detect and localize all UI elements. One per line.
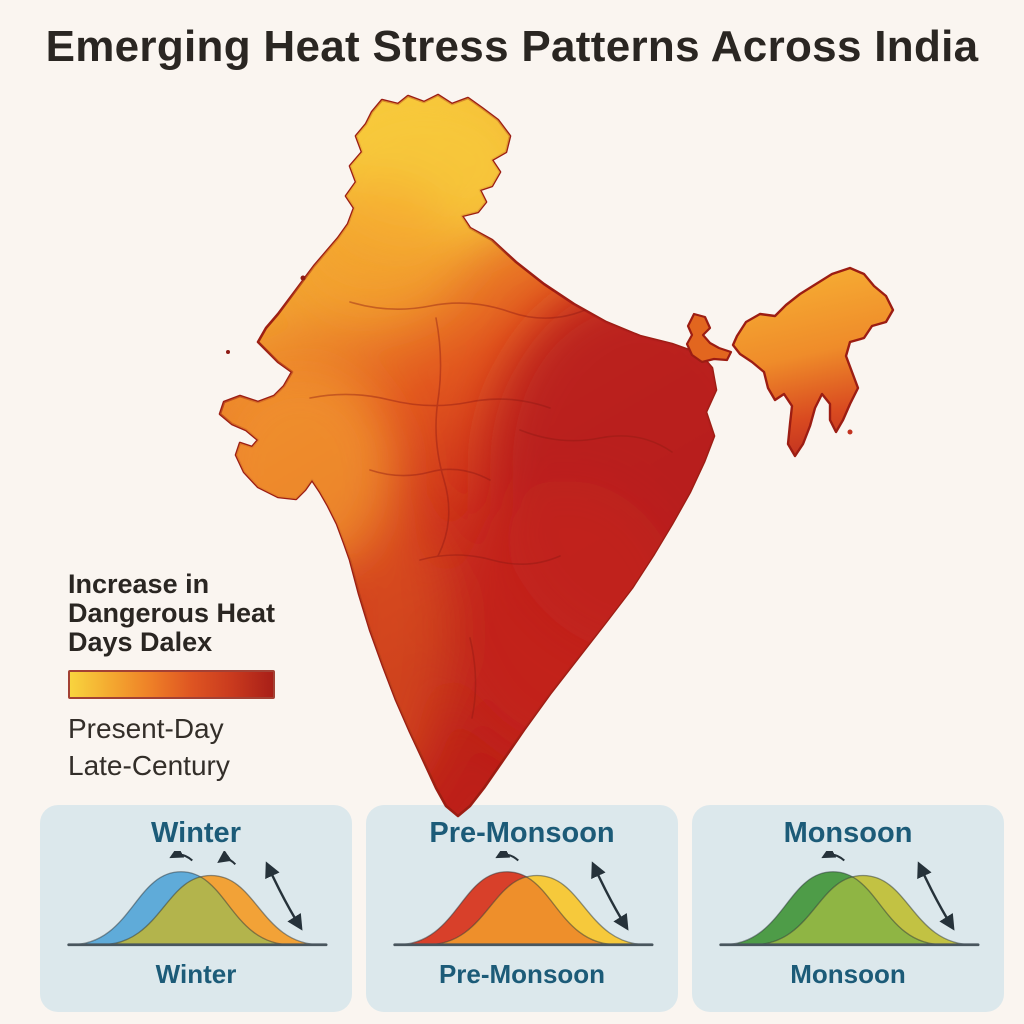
northeast-region [731, 266, 895, 458]
legend-heading-line: Days Dalex [68, 627, 213, 658]
distribution-shift-chart [67, 851, 328, 947]
page-title: Emerging Heat Stress Patterns Across Ind… [45, 22, 979, 71]
legend-labels: Present-Day Late-Century [68, 711, 298, 785]
panel-winter: Winter Winter [40, 805, 352, 1012]
distribution-shift-chart [393, 851, 654, 947]
legend-gradient-bar [68, 670, 275, 700]
panel-label: Monsoon [790, 959, 906, 989]
panel-label: Winter [155, 959, 237, 989]
legend-label-late-century: Late-Century [68, 750, 230, 782]
state-borders [309, 301, 673, 719]
panel-title: Winter [151, 817, 241, 849]
distribution-shift-chart [719, 851, 980, 947]
legend-heading: Increase in Dangerous Heat Days Dalex [68, 569, 298, 658]
panel-title: Monsoon [783, 817, 913, 849]
panel-label: Pre-Monsoon [438, 959, 606, 989]
legend-label-present-day: Present-Day [68, 713, 224, 745]
island-dots [226, 275, 853, 435]
panel-monsoon: Monsoon Monsoon [692, 805, 1004, 1012]
season-panels-row: Winter Winter Pre-Monsoon Pre-Monsoon Mo… [40, 805, 1004, 1012]
map-legend: Increase in Dangerous Heat Days Dalex Pr… [68, 569, 298, 785]
corridor-region [685, 312, 733, 364]
panel-title: Pre-Monsoon [429, 817, 615, 849]
panel-pre-monsoon: Pre-Monsoon Pre-Monsoon [366, 805, 678, 1012]
legend-heading-line: Increase in [68, 569, 210, 599]
legend-heading-line: Dangerous Heat [68, 598, 276, 629]
